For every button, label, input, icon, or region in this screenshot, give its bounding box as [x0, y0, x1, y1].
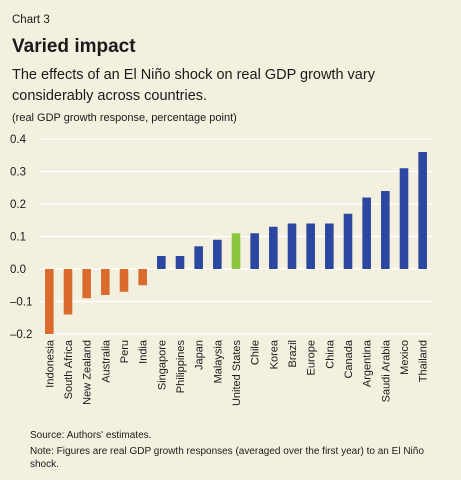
x-tick-label: Europe [306, 340, 318, 375]
chart-label: Chart 3 [12, 14, 50, 26]
x-tick-label: India [138, 339, 150, 364]
y-axis-units: (real GDP growth response, percentage po… [12, 112, 237, 124]
bar [63, 269, 73, 315]
bar [157, 256, 166, 269]
x-tick-label: Indonesia [44, 339, 56, 388]
x-tick-label: Brazil [287, 340, 299, 368]
x-tick-label: Canada [343, 339, 355, 378]
y-tick-label: 0.4 [10, 134, 27, 146]
bar [325, 223, 334, 269]
source-note: Source: Authors' estimates. [30, 430, 152, 441]
y-tick-label: 0.1 [10, 232, 26, 244]
bar [101, 269, 110, 295]
x-tick-label: Singapore [156, 340, 168, 390]
x-tick-label: Australia [100, 339, 112, 383]
x-tick-label: Japan [194, 340, 206, 370]
footnote: Note: Figures are real GDP growth respon… [30, 446, 424, 470]
x-tick-label: Malaysia [212, 339, 224, 383]
y-tick-label: –0.2 [10, 329, 32, 341]
bar [343, 213, 353, 269]
bar [399, 168, 409, 269]
x-tick-label: South Africa [63, 339, 75, 399]
x-tick-label: Saudi Arabia [380, 339, 392, 402]
bar [45, 269, 54, 334]
x-tick-label: China [324, 339, 336, 369]
y-tick-label: 0.0 [10, 264, 26, 276]
x-tick-label: Philippines [175, 340, 187, 394]
x-tick-label: Argentina [362, 339, 374, 387]
x-tick-label: Peru [119, 340, 131, 363]
bar [82, 269, 91, 299]
bar [418, 152, 427, 269]
y-tick-label: 0.3 [10, 167, 26, 179]
bar [287, 223, 297, 269]
chart-title: Varied impact [12, 36, 136, 57]
bar [381, 191, 390, 269]
bar [119, 269, 129, 292]
x-tick-label: Thailand [418, 340, 430, 382]
x-tick-label: Chile [250, 340, 262, 365]
bar [269, 226, 278, 269]
y-tick-label: 0.2 [10, 199, 26, 211]
chart-subtitle: The effects of an El Niño shock on real … [12, 67, 375, 104]
x-tick-label: Mexico [399, 340, 411, 375]
y-tick-label: –0.1 [10, 297, 32, 309]
x-tick-label: United States [231, 340, 243, 407]
bar [138, 269, 147, 286]
bar [213, 239, 222, 269]
bar [306, 223, 315, 269]
bar [231, 233, 241, 269]
bar [362, 197, 371, 269]
bar [250, 233, 259, 269]
x-tick-label: Korea [268, 339, 280, 369]
bar-chart: 0.4 0.3 0.2 0.1 0.0 –0.1 –0.2 Indonesia South Af… [10, 134, 432, 407]
bar [194, 246, 203, 269]
bar [175, 256, 185, 269]
x-tick-label: New Zealand [82, 340, 94, 405]
